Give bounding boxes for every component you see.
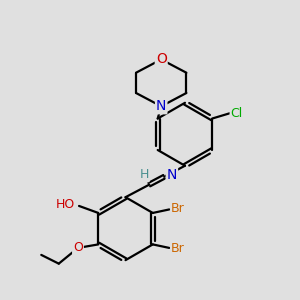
Text: HO: HO xyxy=(56,198,75,211)
Text: N: N xyxy=(167,168,177,182)
Text: O: O xyxy=(156,52,167,66)
Text: Cl: Cl xyxy=(231,107,243,120)
Text: O: O xyxy=(73,242,83,254)
Text: N: N xyxy=(156,99,166,113)
Text: Br: Br xyxy=(171,242,185,256)
Text: Br: Br xyxy=(171,202,185,215)
Text: H: H xyxy=(140,168,149,181)
